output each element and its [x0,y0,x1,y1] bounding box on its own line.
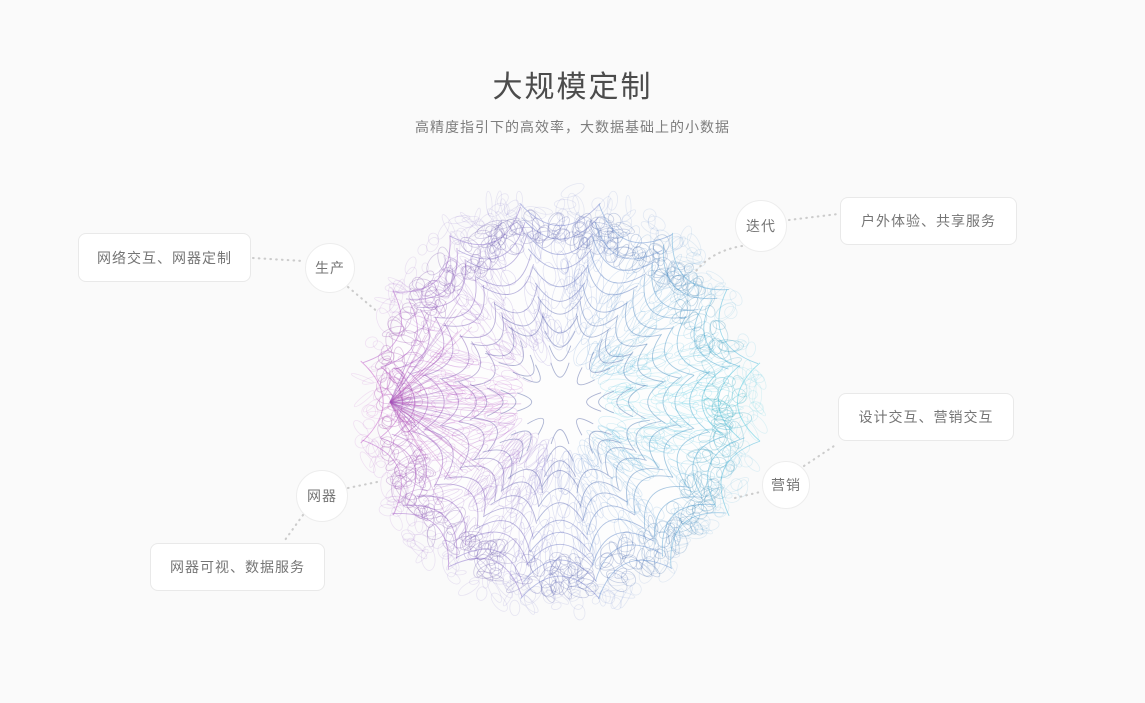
label-card-network-interaction: 网络交互、网器定制 [78,233,251,282]
label-card-text: 网器可视、数据服务 [170,559,305,575]
dotted-connector-device-data [283,513,305,542]
sphere-art-illustration [350,183,768,621]
connector-lines [251,212,840,542]
node-circle-text: 营销 [771,477,801,493]
node-circle-text: 生产 [315,260,345,276]
node-circle-iteration: 迭代 [735,200,787,252]
label-card-text: 网络交互、网器定制 [97,249,232,266]
label-card-device-visual-data: 网器可视、数据服务 [150,543,325,591]
node-circle-production: 生产 [305,243,355,293]
dotted-connector-sphere-marketing [733,490,762,500]
node-circle-device: 网器 [296,470,348,522]
dotted-connector-iteration-outdoor [787,212,840,222]
dotted-connector-marketing-design [802,444,836,468]
dotted-connector-production-sphere [346,285,381,315]
page-subtitle: 高精度指引下的高效率，大数据基础上的小数据 [415,119,730,135]
label-card-text: 设计交互、营销交互 [858,409,994,425]
label-card-design-interaction: 设计交互、营销交互 [838,393,1014,441]
node-circle-text: 网器 [307,488,337,504]
label-card-outdoor-experience: 户外体验、共享服务 [840,197,1017,245]
label-card-text: 户外体验、共享服务 [861,213,996,229]
dotted-connector-device-sphere [346,480,379,490]
dotted-connector-network-production [251,256,305,263]
node-circle-text: 迭代 [746,218,776,234]
dotted-connector-iteration-sphere [694,244,744,273]
page-title: 大规模定制 [492,71,653,104]
node-circle-marketing: 营销 [762,461,810,509]
